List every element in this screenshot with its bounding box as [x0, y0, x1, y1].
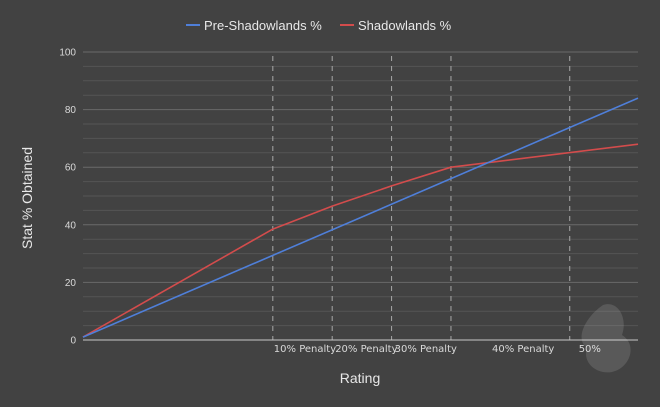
legend-item-shadowlands[interactable]: Shadowlands % — [340, 18, 452, 33]
x-axis-title: Rating — [340, 370, 380, 386]
penalty-marker-label-5: 50% — [579, 344, 601, 355]
legend[interactable]: Pre-Shadowlands % Shadowlands % — [186, 18, 452, 33]
penalty-marker-label-4: 40% Penalty — [492, 344, 554, 355]
watermark-icon — [581, 304, 631, 373]
y-tick-label-100: 100 — [59, 48, 76, 59]
penalty-marker-label-3: 30% Penalty — [395, 344, 457, 355]
y-tick-labels: 0 20 40 60 80 100 — [59, 48, 76, 347]
y-tick-label-20: 20 — [65, 278, 77, 289]
penalty-marker-label-2: 20% Penalty — [335, 344, 397, 355]
series-lines — [82, 97, 639, 338]
y-tick-label-80: 80 — [65, 105, 77, 116]
y-tick-label-0: 0 — [70, 336, 76, 347]
series-line-shadowlands — [82, 143, 639, 338]
legend-item-pre-shadowlands[interactable]: Pre-Shadowlands % — [186, 18, 322, 33]
y-tick-label-60: 60 — [65, 163, 77, 174]
series-line-pre-shadowlands — [82, 97, 639, 338]
penalty-marker-label-1: 10% Penalty — [274, 344, 336, 355]
legend-label-pre-shadowlands: Pre-Shadowlands % — [204, 18, 322, 33]
y-axis-title: Stat % Obtained — [19, 147, 35, 249]
legend-label-shadowlands: Shadowlands % — [358, 18, 452, 33]
y-tick-label-40: 40 — [65, 220, 77, 231]
gridlines — [83, 51, 638, 283]
